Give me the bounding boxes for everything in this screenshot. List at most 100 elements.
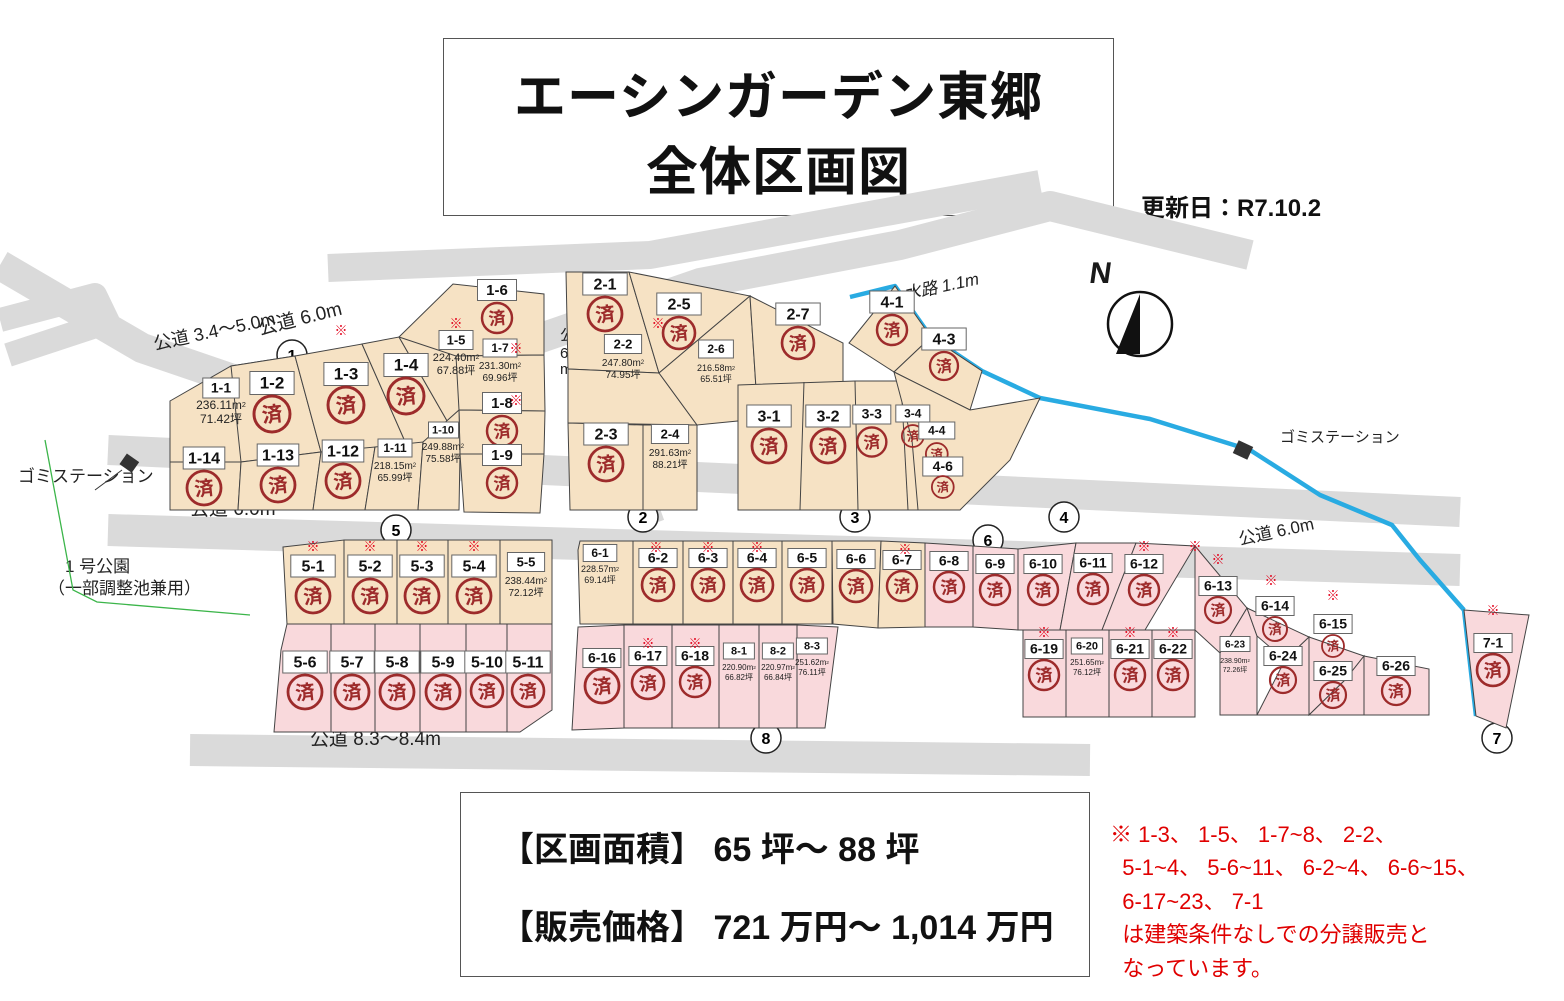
svg-text:公道 6.0m: 公道 6.0m [1237,514,1316,548]
svg-text:4-3: 4-3 [932,331,955,348]
svg-text:216.58m2: 216.58m2 [697,363,735,373]
svg-text:66.84坪: 66.84坪 [764,673,792,682]
svg-text:済: 済 [595,447,618,478]
svg-text:2-5: 2-5 [667,296,690,313]
svg-text:65.99坪: 65.99坪 [377,471,412,484]
svg-text:済: 済 [882,316,902,343]
svg-text:74.95坪: 74.95坪 [605,368,640,381]
svg-text:231.30m2: 231.30m2 [479,361,522,372]
svg-text:5-10: 5-10 [471,654,503,671]
svg-text:済: 済 [591,669,614,700]
svg-text:※: ※ [651,316,664,331]
svg-text:5: 5 [392,523,401,540]
svg-text:67.88坪: 67.88坪 [437,364,476,377]
svg-text:済: 済 [1163,661,1183,688]
svg-text:済: 済 [332,464,355,495]
svg-text:6-10: 6-10 [1029,556,1057,572]
svg-text:1-1: 1-1 [211,380,231,396]
svg-text:2-3: 2-3 [594,426,617,443]
svg-text:済: 済 [862,428,881,454]
svg-text:291.63m2: 291.63m2 [649,448,692,459]
svg-text:220.90m2: 220.90m2 [722,663,756,672]
svg-text:済: 済 [1324,684,1341,706]
svg-text:5-2: 5-2 [358,558,381,575]
svg-text:済: 済 [668,319,690,347]
svg-text:6-8: 6-8 [939,553,959,569]
svg-text:済: 済 [432,675,455,706]
svg-text:247.80m2: 247.80m2 [602,358,645,369]
svg-text:4-1: 4-1 [880,294,903,311]
svg-text:88.21坪: 88.21坪 [652,458,687,471]
svg-text:済: 済 [260,397,284,429]
svg-text:※: ※ [649,540,662,555]
svg-text:6-13: 6-13 [1204,578,1232,594]
svg-text:6-16: 6-16 [588,650,616,666]
svg-text:済: 済 [758,429,781,460]
svg-text:済: 済 [1120,661,1140,688]
svg-text:2-6: 2-6 [707,342,725,356]
svg-text:8-2: 8-2 [770,646,786,658]
svg-text:1-7: 1-7 [491,341,509,355]
svg-text:済: 済 [746,571,768,599]
svg-text:236.11m2: 236.11m2 [196,398,246,412]
svg-text:※: ※ [306,539,319,554]
svg-text:5-11: 5-11 [512,654,543,671]
svg-text:5-5: 5-5 [517,554,536,569]
svg-text:済: 済 [817,429,840,460]
svg-text:76.12坪: 76.12坪 [1073,668,1101,677]
svg-text:8: 8 [762,731,771,748]
svg-text:済: 済 [341,675,364,706]
svg-text:※: ※ [1137,539,1150,554]
svg-text:※: ※ [363,539,376,554]
svg-text:済: 済 [685,668,705,695]
svg-text:6-19: 6-19 [1030,641,1058,657]
svg-text:2-2: 2-2 [614,336,633,351]
svg-text:※: ※ [641,636,654,651]
svg-text:220.97m2: 220.97m2 [761,663,795,672]
svg-text:3: 3 [851,510,860,527]
svg-text:7: 7 [1493,731,1502,748]
svg-text:1-6: 1-6 [486,282,508,299]
svg-text:1-2: 1-2 [260,374,285,393]
svg-text:1-14: 1-14 [188,450,220,467]
svg-text:1-4: 1-4 [394,356,419,375]
svg-text:6-23: 6-23 [1225,639,1245,650]
svg-text:※: ※ [898,542,911,557]
svg-text:※: ※ [750,540,763,555]
svg-text:※: ※ [688,636,701,651]
svg-text:5-3: 5-3 [410,558,433,575]
svg-text:済: 済 [594,297,617,328]
svg-text:済: 済 [935,352,954,378]
svg-text:224.40m2: 224.40m2 [433,352,480,364]
svg-text:※: ※ [1123,625,1136,640]
svg-text:6-21: 6-21 [1116,641,1144,657]
svg-text:4-6: 4-6 [933,458,953,474]
svg-text:1-3: 1-3 [334,365,359,384]
svg-text:済: 済 [411,579,434,610]
svg-text:6-14: 6-14 [1261,598,1289,614]
svg-text:済: 済 [697,571,719,599]
svg-text:4: 4 [1060,510,1069,527]
svg-text:6-1: 6-1 [591,546,609,560]
svg-text:済: 済 [1033,576,1053,603]
svg-text:238.44m2: 238.44m2 [505,576,548,587]
svg-text:済: 済 [394,379,418,411]
svg-text:7-1: 7-1 [1483,635,1503,651]
svg-text:2: 2 [639,510,648,527]
svg-text:6-11: 6-11 [1079,555,1106,571]
svg-text:72.12坪: 72.12坪 [508,586,543,599]
svg-text:※: ※ [1211,552,1224,567]
svg-text:1-10: 1-10 [432,425,454,437]
svg-text:済: 済 [1134,576,1154,603]
svg-text:ゴミステーション: ゴミステーション [1280,428,1400,446]
svg-text:2-4: 2-4 [661,426,681,441]
svg-text:済: 済 [1387,677,1406,703]
svg-text:済: 済 [892,572,912,599]
svg-text:※: ※ [1486,603,1499,618]
svg-text:6-12: 6-12 [1130,556,1158,572]
svg-text:済: 済 [1482,656,1504,684]
svg-text:済: 済 [487,304,507,331]
svg-text:5-8: 5-8 [385,654,408,671]
svg-text:6-6: 6-6 [846,551,866,567]
svg-text:1-9: 1-9 [491,447,513,464]
